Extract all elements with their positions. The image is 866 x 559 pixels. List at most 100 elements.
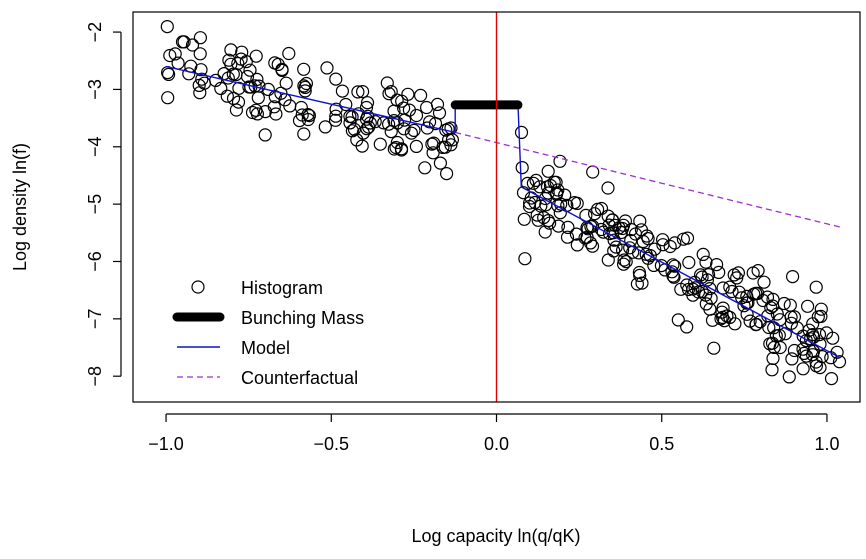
histogram-point bbox=[221, 71, 235, 85]
histogram-point bbox=[585, 239, 600, 253]
x-tick-label: 1.0 bbox=[814, 434, 839, 454]
histogram-point bbox=[688, 281, 702, 295]
histogram-point bbox=[250, 72, 264, 87]
histogram-point bbox=[356, 84, 370, 99]
x-tick-label: 0.0 bbox=[484, 434, 509, 454]
histogram-point bbox=[243, 63, 257, 77]
histogram-point bbox=[616, 257, 631, 271]
histogram-point bbox=[720, 309, 734, 323]
histogram-point bbox=[815, 350, 829, 364]
histogram-point bbox=[329, 109, 343, 123]
histogram-point bbox=[787, 343, 802, 358]
histogram-point bbox=[194, 63, 208, 77]
histogram-point bbox=[245, 105, 260, 120]
histogram-point bbox=[558, 188, 572, 202]
histogram-point bbox=[797, 346, 811, 360]
histogram-point bbox=[427, 136, 441, 150]
x-tick-label: 0.5 bbox=[649, 434, 674, 454]
histogram-point bbox=[587, 207, 602, 221]
histogram-point bbox=[728, 317, 742, 331]
histogram-point bbox=[533, 180, 547, 194]
histogram-point bbox=[249, 103, 263, 117]
histogram-point bbox=[163, 48, 177, 63]
histogram-point bbox=[407, 123, 421, 137]
histogram-point bbox=[686, 282, 700, 296]
histogram-point bbox=[428, 116, 443, 131]
histogram-point bbox=[824, 351, 838, 365]
histogram-point bbox=[373, 137, 387, 151]
histogram-point bbox=[709, 258, 724, 272]
histogram-point bbox=[297, 127, 311, 141]
histogram-point bbox=[269, 107, 283, 121]
histogram-point bbox=[701, 268, 716, 282]
histogram-point bbox=[601, 209, 615, 223]
histogram-point bbox=[570, 196, 584, 210]
histogram-point bbox=[601, 253, 615, 267]
histogram-point bbox=[586, 165, 600, 179]
histogram-point bbox=[390, 116, 404, 130]
histogram-point bbox=[749, 318, 763, 332]
histogram-point bbox=[740, 289, 754, 303]
histogram-point bbox=[436, 140, 450, 154]
histogram-point bbox=[160, 20, 174, 34]
histogram-point bbox=[570, 238, 584, 252]
histogram-point bbox=[377, 116, 391, 130]
histogram-point bbox=[785, 270, 800, 284]
histogram-point bbox=[430, 97, 445, 112]
histogram-point bbox=[665, 265, 679, 279]
histogram-point bbox=[258, 128, 272, 142]
legend-histogram-symbol bbox=[191, 280, 205, 294]
histogram-point bbox=[762, 320, 776, 335]
histogram-point bbox=[418, 161, 432, 175]
histogram-point bbox=[814, 309, 828, 323]
histogram-point bbox=[329, 72, 343, 86]
histogram-point bbox=[540, 180, 555, 194]
histogram-point bbox=[283, 99, 297, 113]
histogram-point bbox=[707, 341, 721, 355]
histogram-point bbox=[382, 117, 396, 131]
y-tick-label: −7 bbox=[85, 309, 105, 330]
histogram-point bbox=[214, 81, 228, 96]
histogram-point bbox=[420, 100, 434, 115]
histogram-point bbox=[297, 79, 311, 93]
histogram-point bbox=[426, 146, 440, 160]
histogram-point bbox=[339, 97, 353, 112]
histogram-point bbox=[725, 284, 739, 299]
histogram-point bbox=[282, 46, 296, 61]
y-tick-label: −6 bbox=[85, 251, 105, 272]
histogram-point bbox=[699, 288, 713, 302]
histogram-point bbox=[609, 240, 623, 254]
x-tick-label: −1.0 bbox=[148, 434, 184, 454]
histogram-point bbox=[809, 280, 823, 294]
histogram-point bbox=[515, 161, 529, 175]
histogram-point bbox=[635, 276, 649, 290]
histogram-point bbox=[782, 370, 796, 384]
histogram-point bbox=[699, 255, 713, 269]
histogram-point bbox=[355, 139, 369, 153]
histogram-point bbox=[663, 239, 677, 254]
histogram-point bbox=[727, 268, 741, 282]
plot-frame bbox=[132, 11, 861, 403]
histogram-point bbox=[590, 202, 605, 216]
histogram-point bbox=[765, 363, 779, 377]
histogram-point bbox=[343, 116, 357, 130]
y-tick-label: −8 bbox=[85, 366, 105, 387]
histogram-point bbox=[541, 164, 555, 178]
histogram-point bbox=[819, 326, 834, 340]
histogram-point bbox=[275, 63, 289, 78]
histogram-point bbox=[812, 328, 827, 342]
histogram-point bbox=[220, 89, 234, 103]
histogram-point bbox=[390, 135, 404, 150]
histogram-point bbox=[529, 173, 543, 187]
histogram-point bbox=[343, 109, 357, 124]
histogram-point bbox=[251, 91, 265, 105]
histogram-point bbox=[633, 214, 647, 228]
histogram-point bbox=[360, 96, 375, 110]
histogram-point bbox=[328, 113, 343, 127]
histogram-point bbox=[297, 62, 311, 76]
histogram-point bbox=[551, 219, 566, 233]
histogram-points bbox=[160, 20, 847, 386]
histogram-point bbox=[362, 120, 376, 134]
legend: Histogram Bunching Mass Model Counterfac… bbox=[172, 278, 364, 388]
histogram-point bbox=[766, 351, 780, 365]
